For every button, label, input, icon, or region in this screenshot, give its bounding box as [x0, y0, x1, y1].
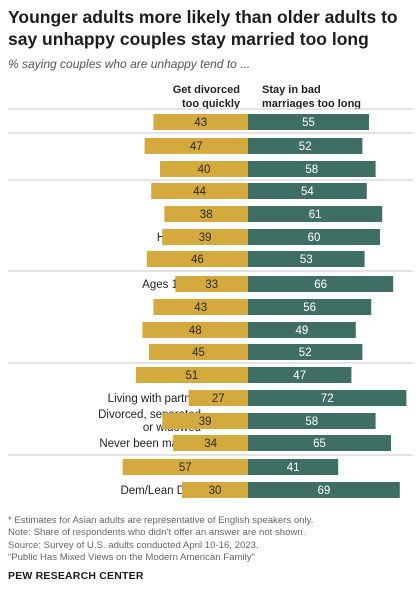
value-label-divorced-too-quickly: 48 [189, 325, 202, 337]
legend-divorced-too-quickly: Get divorced too quickly [173, 84, 241, 110]
value-label-stay-too-long: 60 [308, 232, 321, 244]
value-label-stay-too-long: 58 [305, 416, 318, 428]
bar-stay-too-long [248, 390, 407, 406]
value-label-divorced-too-quickly: 33 [205, 279, 218, 291]
value-label-divorced-too-quickly: 34 [204, 438, 217, 450]
bar-divorced-too-quickly [188, 390, 248, 406]
value-label-divorced-too-quickly: 40 [198, 164, 211, 176]
diverging-bar-chart: Get divorced too quickly Stay in bad marria… [8, 84, 413, 498]
value-label-stay-too-long: 66 [314, 279, 327, 291]
value-label-stay-too-long: 47 [293, 370, 306, 382]
bar-divorced-too-quickly [173, 435, 248, 451]
value-label-divorced-too-quickly: 43 [194, 117, 207, 129]
bar-stay-too-long [248, 206, 383, 222]
value-label-divorced-too-quickly: 51 [186, 370, 199, 382]
value-label-stay-too-long: 69 [318, 485, 331, 497]
bar-divorced-too-quickly [182, 482, 248, 498]
bar-divorced-too-quickly [151, 183, 248, 199]
chart-subtitle: % saying couples who are unhappy tend to… [8, 57, 251, 71]
value-label-stay-too-long: 41 [287, 462, 300, 474]
bar-divorced-too-quickly [135, 367, 248, 383]
bar-stay-too-long [248, 161, 376, 177]
bar-stay-too-long [248, 229, 380, 245]
value-label-divorced-too-quickly: 39 [199, 416, 212, 428]
value-label-divorced-too-quickly: 45 [192, 347, 205, 359]
value-label-divorced-too-quickly: 38 [200, 209, 213, 221]
value-label-stay-too-long: 54 [301, 186, 314, 198]
value-label-divorced-too-quickly: 30 [209, 485, 222, 497]
bar-stay-too-long [248, 276, 394, 292]
bar-stay-too-long [248, 251, 365, 267]
bar-divorced-too-quickly [153, 114, 248, 130]
value-label-divorced-too-quickly: 39 [199, 232, 212, 244]
note-report: “Public Has Mixed Views on the Modern Am… [8, 551, 255, 563]
bar-divorced-too-quickly [175, 276, 248, 292]
pew-research-center-logo-text: PEW RESEARCH CENTER [8, 570, 144, 582]
value-label-stay-too-long: 56 [303, 302, 316, 314]
value-label-stay-too-long: 72 [321, 393, 334, 405]
bar-stay-too-long [248, 367, 352, 383]
bar-stay-too-long [248, 435, 391, 451]
bar-stay-too-long [248, 138, 363, 154]
bar-stay-too-long [248, 322, 356, 338]
value-label-divorced-too-quickly: 44 [193, 186, 206, 198]
bar-divorced-too-quickly [160, 161, 248, 177]
value-label-stay-too-long: 49 [296, 325, 309, 337]
value-label-divorced-too-quickly: 43 [194, 302, 207, 314]
bar-divorced-too-quickly [149, 344, 248, 360]
chart-notes: * Estimates for Asian adults are represe… [8, 515, 413, 564]
bar-stay-too-long [248, 459, 339, 475]
bar-stay-too-long [248, 114, 369, 130]
value-label-stay-too-long: 61 [309, 209, 322, 221]
bar-stay-too-long [248, 183, 367, 199]
note-asian: * Estimates for Asian adults are represe… [8, 515, 314, 526]
legend-stay-too-long: Stay in bad marriages too long [262, 84, 361, 110]
value-label-divorced-too-quickly: 46 [191, 254, 204, 266]
value-label-stay-too-long: 52 [299, 141, 312, 153]
chart-title: Younger adults more likely than older ad… [8, 7, 398, 49]
bar-stay-too-long [248, 344, 363, 360]
value-label-divorced-too-quickly: 27 [212, 393, 225, 405]
bar-divorced-too-quickly [153, 299, 248, 315]
bar-stay-too-long [248, 299, 372, 315]
value-label-stay-too-long: 53 [300, 254, 313, 266]
bar-divorced-too-quickly [162, 229, 248, 245]
value-label-stay-too-long: 65 [313, 438, 326, 450]
bar-divorced-too-quickly [164, 206, 248, 222]
bar-divorced-too-quickly [144, 138, 248, 154]
bar-divorced-too-quickly [142, 322, 248, 338]
category-label: Dem/Lean Dem [120, 485, 201, 497]
note-share: Note: Share of respondents who didn’t of… [8, 527, 306, 539]
category-label: Living with partner [108, 393, 201, 405]
value-label-divorced-too-quickly: 47 [190, 141, 203, 153]
bar-divorced-too-quickly [162, 413, 248, 429]
value-label-stay-too-long: 58 [305, 164, 318, 176]
bar-divorced-too-quickly [122, 459, 248, 475]
bar-stay-too-long [248, 482, 400, 498]
bar-stay-too-long [248, 413, 376, 429]
value-label-stay-too-long: 52 [299, 347, 312, 359]
bar-divorced-too-quickly [146, 251, 248, 267]
value-label-stay-too-long: 55 [302, 117, 315, 129]
value-label-divorced-too-quickly: 57 [179, 462, 192, 474]
note-source: Source: Survey of U.S. adults conducted … [8, 539, 259, 551]
